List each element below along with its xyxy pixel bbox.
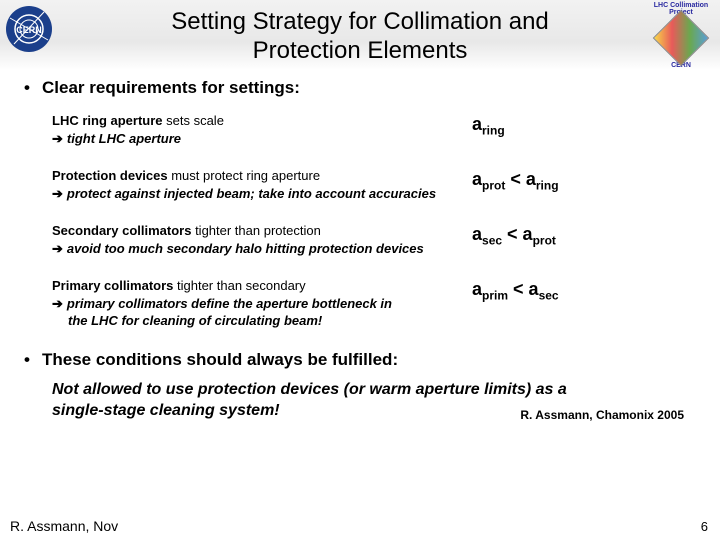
req-rest: tighter than protection [191,223,320,238]
footer-page-number: 6 [701,519,708,534]
footer-author: R. Assmann, Nov [10,518,118,534]
bullet-dot-icon: • [24,78,42,98]
requirement-formula: aprot < aring [472,167,696,193]
title-line-1: Setting Strategy for Collimation and [171,8,549,35]
note-line-2: single-stage cleaning system! [52,402,280,419]
req-implication: avoid too much secondary halo hitting pr… [67,241,424,256]
req-implication: protect against injected beam; take into… [67,186,436,201]
lhc-collimation-logo: LHC Collimation Project CERN [646,2,716,68]
requirement-row: Primary collimators tighter than seconda… [24,277,696,330]
bullet-conditions: •These conditions should always be fulfi… [24,350,696,370]
requirement-text: Protection devices must protect ring ape… [52,167,472,202]
note-line-1: Not allowed to use protection devices (o… [52,381,567,398]
requirement-row: Protection devices must protect ring ape… [24,167,696,202]
requirement-text: LHC ring aperture sets scale ➔ tight LHC … [52,112,472,147]
req-bold: Primary collimators [52,278,173,293]
warning-note: Not allowed to use protection devices (o… [24,380,696,422]
requirement-text: Secondary collimators tighter than prote… [52,222,472,257]
slide-title: Setting Strategy for Collimation and Pro… [0,8,720,66]
req-rest: tighter than secondary [173,278,305,293]
arrow-icon: ➔ [52,131,63,146]
slide-body: •Clear requirements for settings: LHC ri… [24,78,696,422]
requirement-formula: aring [472,112,696,138]
bullet-dot-icon: • [24,350,42,370]
arrow-icon: ➔ [52,186,63,201]
req-implication: tight LHC aperture [67,131,181,146]
svg-text:CERN: CERN [16,25,42,35]
req-implication-cont: the LHC for cleaning of circulating beam… [68,313,322,328]
req-bold: Protection devices [52,168,168,183]
req-bold: LHC ring aperture [52,113,163,128]
logo-right-diamond-icon [653,10,710,67]
arrow-icon: ➔ [52,241,63,256]
attribution-text: R. Assmann, Chamonix 2005 [520,408,684,424]
arrow-icon: ➔ [52,296,63,311]
requirement-formula: aprim < asec [472,277,696,303]
bullet-requirements-text: Clear requirements for settings: [42,78,300,97]
req-rest: sets scale [163,113,224,128]
req-bold: Secondary collimators [52,223,191,238]
bullet-requirements: •Clear requirements for settings: [24,78,696,98]
logo-right-label-top: LHC Collimation [646,2,716,9]
cern-logo: CERN [4,4,54,54]
req-implication: primary collimators define the aperture … [67,296,392,311]
requirement-row: Secondary collimators tighter than prote… [24,222,696,257]
requirement-text: Primary collimators tighter than seconda… [52,277,472,330]
title-line-2: Protection Elements [253,37,468,64]
requirement-row: LHC ring aperture sets scale ➔ tight LHC … [24,112,696,147]
bullet-conditions-text: These conditions should always be fulfil… [42,350,398,369]
requirement-formula: asec < aprot [472,222,696,248]
req-rest: must protect ring aperture [168,168,320,183]
